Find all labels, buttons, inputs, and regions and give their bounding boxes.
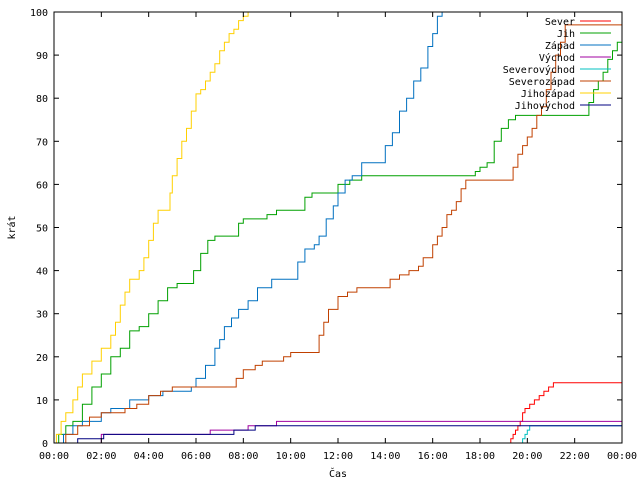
y-tick-label: 80 [36,94,48,105]
y-tick-label: 30 [36,310,48,321]
legend: SeverJihZápadVýchodSeverovýchodSeverozáp… [503,17,611,112]
x-tick-label: 14:00 [370,451,400,462]
y-tick-label: 100 [30,8,48,19]
x-tick-label: 06:00 [181,451,211,462]
y-tick-label: 60 [36,180,48,191]
legend-label: Západ [545,40,575,52]
x-tick-label: 08:00 [228,451,258,462]
legend-label: Jihozápad [521,88,575,100]
legend-label: Jihovýchod [515,100,575,112]
series-line-jihovychod [54,425,622,444]
x-tick-label: 22:00 [560,451,590,462]
y-tick-label: 50 [36,224,48,235]
series-line-sever [54,382,622,444]
y-tick-label: 40 [36,267,48,278]
x-tick-label: 18:00 [465,451,495,462]
y-tick-label: 70 [36,137,48,148]
series-line-severozapad [54,24,622,444]
legend-label: Východ [539,52,575,64]
legend-label: Severovýchod [503,64,575,76]
legend-label: Jih [557,29,575,40]
x-axis-label: Čas [329,467,347,480]
y-axis: 0 10 20 30 40 50 60 70 80 90 100 [30,8,622,450]
x-tick-label: 00:00 [39,451,69,462]
y-tick-label: 0 [42,439,48,450]
legend-label: Severozápad [509,76,575,88]
series-line-jih [54,29,623,444]
x-tick-label: 12:00 [323,451,353,462]
y-tick-label: 20 [36,353,48,364]
y-tick-label: 90 [36,51,48,62]
series-line-jihozapad [54,11,622,444]
legend-label: Sever [545,17,575,28]
x-tick-label: 04:00 [134,451,164,462]
x-tick-label: 16:00 [418,451,448,462]
x-axis: 00:00 02:00 04:00 06:00 08:00 10:00 12:00 14:00… [39,12,637,462]
x-tick-label: 10:00 [276,451,306,462]
y-axis-label: krát [6,215,18,239]
x-tick-label: 00:00 [607,451,637,462]
x-tick-label: 02:00 [86,451,116,462]
y-tick-label: 10 [36,396,48,407]
x-tick-label: 20:00 [512,451,542,462]
